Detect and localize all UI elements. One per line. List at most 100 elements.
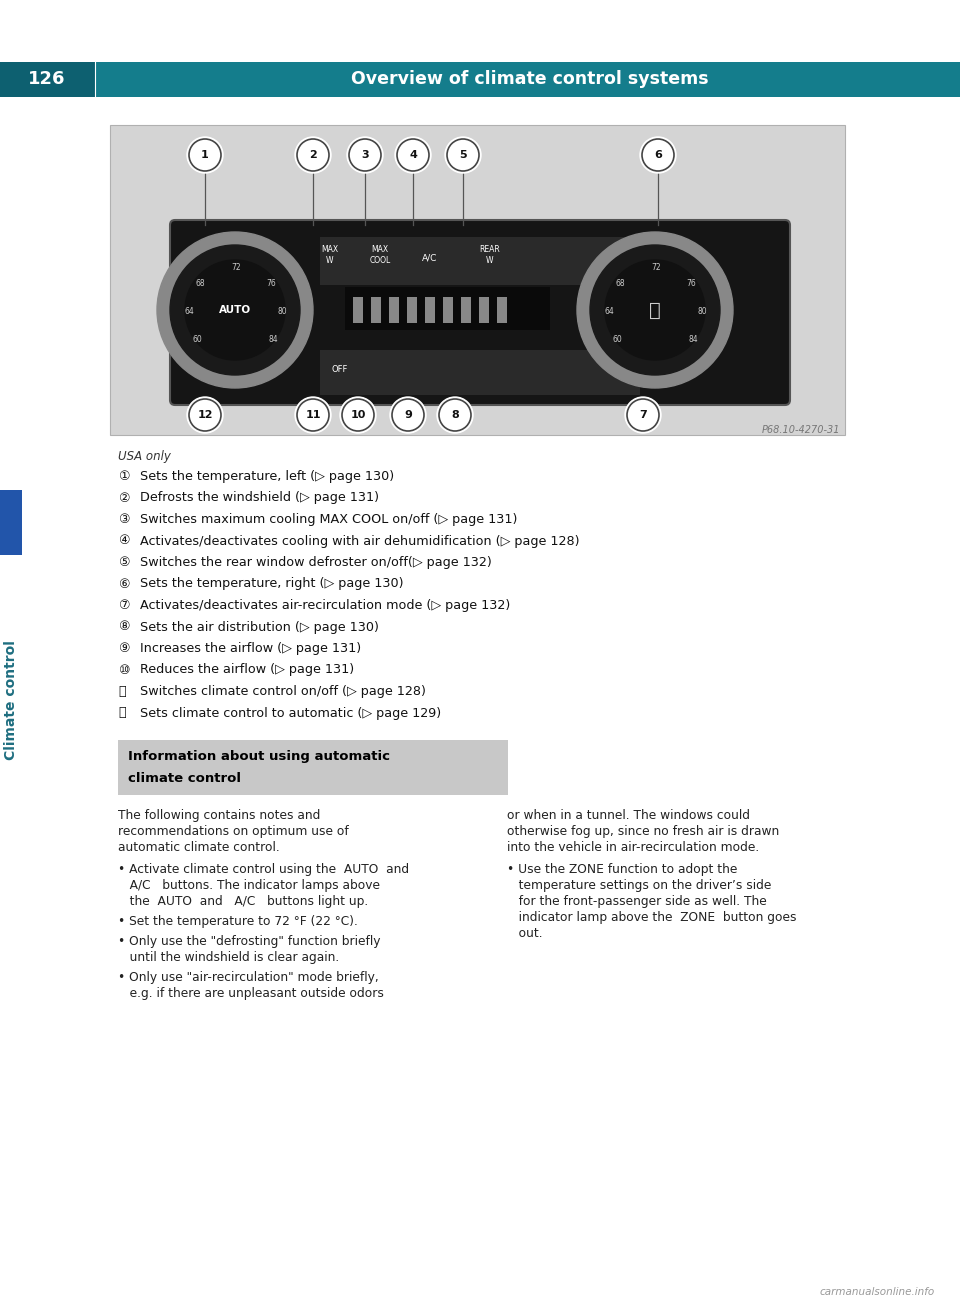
Bar (461, 297, 471, 323)
Circle shape (627, 398, 659, 431)
Text: MAX
W: MAX W (322, 245, 339, 264)
Text: otherwise fog up, since no fresh air is drawn: otherwise fog up, since no fresh air is … (507, 825, 780, 838)
Circle shape (342, 398, 374, 431)
Bar (110, 125, 845, 435)
Text: 11: 11 (305, 410, 321, 421)
Text: 3: 3 (361, 150, 369, 160)
Circle shape (447, 139, 479, 171)
Text: 80: 80 (277, 307, 287, 316)
Text: ⑧: ⑧ (118, 621, 130, 634)
Text: 72: 72 (651, 263, 660, 272)
Text: out.: out. (507, 927, 542, 940)
Text: temperature settings on the driver’s side: temperature settings on the driver’s sid… (507, 879, 772, 892)
Text: Sets the air distribution (▷ page 130): Sets the air distribution (▷ page 130) (140, 621, 379, 634)
Text: 72: 72 (231, 263, 241, 272)
Text: climate control: climate control (128, 772, 241, 785)
Text: into the vehicle in air-recirculation mode.: into the vehicle in air-recirculation mo… (507, 841, 759, 854)
Text: ⑥: ⑥ (118, 578, 130, 591)
Text: indicator lamp above the  ZONE  button goes: indicator lamp above the ZONE button goe… (507, 911, 797, 924)
Text: ⑤: ⑤ (118, 556, 130, 569)
Bar (0, 490, 22, 555)
Circle shape (397, 139, 429, 171)
Circle shape (295, 137, 331, 173)
Circle shape (347, 137, 383, 173)
Text: 64: 64 (184, 307, 194, 316)
Circle shape (187, 137, 223, 173)
Text: ②: ② (118, 491, 130, 504)
FancyBboxPatch shape (170, 220, 790, 405)
Circle shape (590, 245, 720, 375)
Text: ⑩: ⑩ (118, 664, 130, 677)
Text: 7: 7 (639, 410, 647, 421)
Text: ⑫: ⑫ (118, 707, 126, 720)
Circle shape (642, 139, 674, 171)
Bar (320, 350, 640, 395)
Text: 84: 84 (268, 336, 277, 345)
Text: 5: 5 (459, 150, 467, 160)
Circle shape (295, 397, 331, 434)
Circle shape (157, 232, 313, 388)
Circle shape (185, 260, 285, 359)
Bar (320, 237, 640, 285)
Circle shape (640, 137, 676, 173)
Text: • Set the temperature to 72 °F (22 °C).: • Set the temperature to 72 °F (22 °C). (118, 915, 358, 928)
Bar (497, 297, 507, 323)
Text: 2: 2 (309, 150, 317, 160)
Circle shape (625, 397, 661, 434)
Text: 76: 76 (266, 280, 276, 289)
Text: MAX
COOL: MAX COOL (370, 245, 391, 264)
Bar (353, 297, 363, 323)
Circle shape (170, 245, 300, 375)
Text: 68: 68 (195, 280, 204, 289)
Bar (479, 297, 489, 323)
Text: USA only: USA only (118, 450, 171, 464)
Text: e.g. if there are unpleasant outside odors: e.g. if there are unpleasant outside odo… (118, 987, 384, 1000)
Circle shape (189, 139, 221, 171)
Text: the  AUTO  and   A/C   buttons light up.: the AUTO and A/C buttons light up. (118, 894, 369, 907)
Text: for the front-passenger side as well. The: for the front-passenger side as well. Th… (507, 894, 767, 907)
Text: until the windshield is clear again.: until the windshield is clear again. (118, 950, 339, 963)
Text: Defrosts the windshield (▷ page 131): Defrosts the windshield (▷ page 131) (140, 491, 379, 504)
Bar (425, 297, 435, 323)
Text: Sets the temperature, left (▷ page 130): Sets the temperature, left (▷ page 130) (140, 470, 395, 483)
Text: Increases the airflow (▷ page 131): Increases the airflow (▷ page 131) (140, 642, 361, 655)
Text: A/C   buttons. The indicator lamps above: A/C buttons. The indicator lamps above (118, 879, 380, 892)
Bar (345, 286, 550, 329)
Text: Switches climate control on/off (▷ page 128): Switches climate control on/off (▷ page … (140, 685, 426, 698)
Text: ⑪: ⑪ (118, 685, 126, 698)
Text: Switches the rear window defroster on/off(▷ page 132): Switches the rear window defroster on/of… (140, 556, 492, 569)
Text: The following contains notes and: The following contains notes and (118, 809, 321, 822)
Text: • Activate climate control using the  AUTO  and: • Activate climate control using the AUT… (118, 863, 409, 876)
Text: 64: 64 (604, 307, 613, 316)
Circle shape (189, 398, 221, 431)
Text: 76: 76 (686, 280, 696, 289)
Text: Information about using automatic: Information about using automatic (128, 750, 390, 763)
Text: or when in a tunnel. The windows could: or when in a tunnel. The windows could (507, 809, 750, 822)
Circle shape (395, 137, 431, 173)
Text: 6: 6 (654, 150, 662, 160)
Text: A/C: A/C (422, 254, 438, 263)
Text: 🚗: 🚗 (649, 301, 660, 319)
Text: recommendations on optimum use of: recommendations on optimum use of (118, 825, 348, 838)
Text: 10: 10 (350, 410, 366, 421)
Text: ①: ① (118, 470, 130, 483)
Text: automatic climate control.: automatic climate control. (118, 841, 279, 854)
Text: Sets climate control to automatic (▷ page 129): Sets climate control to automatic (▷ pag… (140, 707, 442, 720)
Text: 9: 9 (404, 410, 412, 421)
Text: Switches maximum cooling MAX COOL on/off (▷ page 131): Switches maximum cooling MAX COOL on/off… (140, 513, 517, 526)
Text: 126: 126 (28, 70, 65, 89)
Text: Activates/deactivates cooling with air dehumidification (▷ page 128): Activates/deactivates cooling with air d… (140, 535, 580, 548)
Text: • Use the ZONE function to adopt the: • Use the ZONE function to adopt the (507, 863, 737, 876)
Text: Sets the temperature, right (▷ page 130): Sets the temperature, right (▷ page 130) (140, 578, 403, 591)
Circle shape (340, 397, 376, 434)
Text: REAR
W: REAR W (480, 245, 500, 264)
Circle shape (297, 139, 329, 171)
Circle shape (437, 397, 473, 434)
Circle shape (392, 398, 424, 431)
Bar (389, 297, 399, 323)
Bar (0, 62, 960, 98)
Bar (118, 740, 508, 796)
Text: 84: 84 (688, 336, 698, 345)
Circle shape (605, 260, 705, 359)
Circle shape (297, 398, 329, 431)
